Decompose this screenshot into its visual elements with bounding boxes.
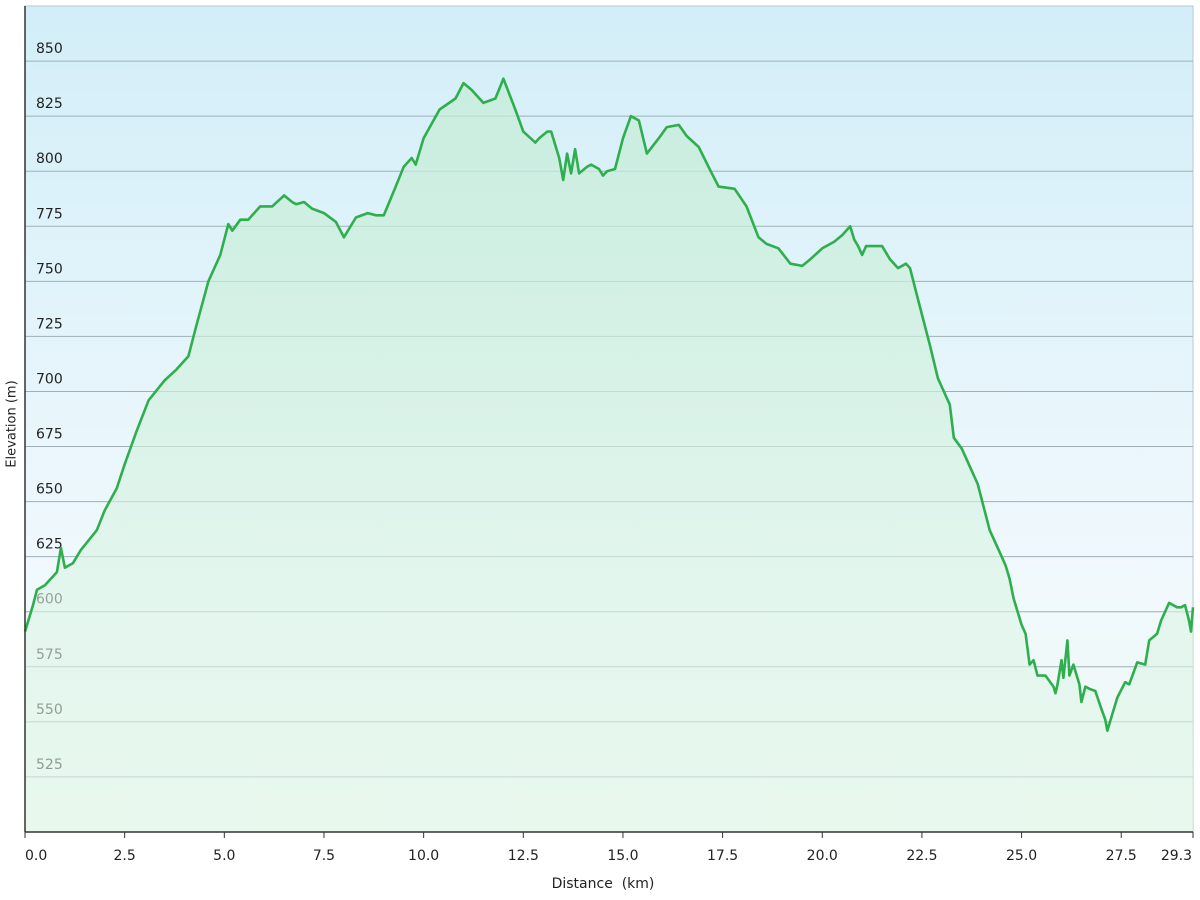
x-axis-label: Distance (km)	[552, 876, 655, 892]
x-tick-label: 0.0	[25, 848, 47, 864]
x-tick-label: 29.3	[1161, 848, 1192, 864]
y-tick-label: 725	[36, 316, 63, 332]
x-tick-label: 10.0	[408, 848, 439, 864]
y-tick-label: 625	[36, 537, 63, 553]
y-tick-label: 675	[36, 427, 63, 443]
x-tick-label: 27.5	[1106, 848, 1137, 864]
elevation-line	[23, 77, 1195, 732]
x-tick-label: 2.5	[114, 848, 136, 864]
y-tick-label: 800	[36, 151, 63, 167]
x-tick-label: 5.0	[213, 848, 235, 864]
x-tick-label: 7.5	[313, 848, 335, 864]
y-tick-label: 825	[36, 96, 63, 112]
y-axis-label: Elevation (m)	[5, 380, 20, 467]
y-tick-label: 650	[36, 482, 63, 498]
x-tick-label: 20.0	[807, 848, 838, 864]
x-tick-label: 15.0	[607, 848, 638, 864]
x-tick-label: 17.5	[707, 848, 738, 864]
y-tick-label: 775	[36, 206, 63, 222]
x-tick-label: 25.0	[1006, 848, 1037, 864]
y-tick-label: 850	[36, 41, 63, 57]
y-tick-label: 700	[36, 371, 63, 387]
x-tick-label: 12.5	[508, 848, 539, 864]
x-tick-label: 22.5	[906, 848, 937, 864]
y-tick-label: 750	[36, 261, 63, 277]
